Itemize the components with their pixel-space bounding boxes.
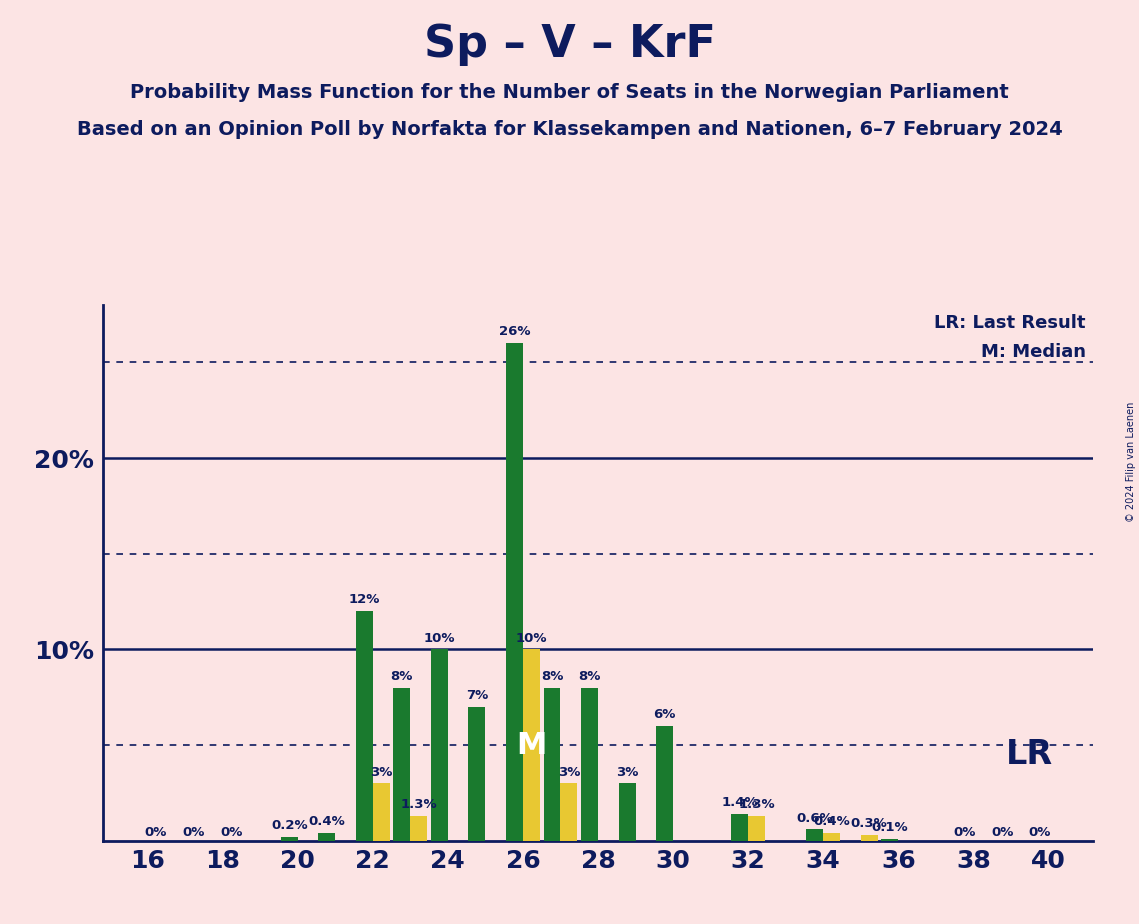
Bar	[656, 726, 673, 841]
Text: 0%: 0%	[220, 826, 243, 839]
Text: 0.2%: 0.2%	[271, 820, 308, 833]
Text: 0%: 0%	[1029, 826, 1051, 839]
Bar	[806, 830, 823, 841]
Text: 0%: 0%	[991, 826, 1014, 839]
Bar	[823, 833, 841, 841]
Bar	[393, 687, 410, 841]
Bar	[281, 837, 297, 841]
Text: M: Median: M: Median	[981, 343, 1085, 361]
Bar	[523, 650, 540, 841]
Text: 0.4%: 0.4%	[813, 815, 850, 829]
Text: 0%: 0%	[145, 826, 167, 839]
Text: 7%: 7%	[466, 689, 487, 702]
Text: 0%: 0%	[953, 826, 976, 839]
Bar	[468, 707, 485, 841]
Text: Sp – V – KrF: Sp – V – KrF	[424, 23, 715, 67]
Text: Probability Mass Function for the Number of Seats in the Norwegian Parliament: Probability Mass Function for the Number…	[130, 83, 1009, 103]
Text: 1.4%: 1.4%	[721, 796, 757, 809]
Bar	[618, 784, 636, 841]
Text: 0.1%: 0.1%	[871, 821, 908, 834]
Text: 1.3%: 1.3%	[738, 798, 775, 811]
Bar	[581, 687, 598, 841]
Text: 8%: 8%	[579, 670, 600, 683]
Bar	[372, 784, 390, 841]
Text: 6%: 6%	[654, 708, 675, 722]
Bar	[748, 816, 765, 841]
Text: 12%: 12%	[349, 593, 380, 606]
Text: LR: Last Result: LR: Last Result	[934, 314, 1085, 333]
Text: 3%: 3%	[558, 766, 580, 779]
Bar	[861, 835, 878, 841]
Bar	[882, 839, 899, 841]
Bar	[731, 814, 748, 841]
Bar	[543, 687, 560, 841]
Text: 0%: 0%	[182, 826, 205, 839]
Text: 10%: 10%	[516, 632, 547, 645]
Text: 3%: 3%	[616, 766, 638, 779]
Text: 26%: 26%	[499, 325, 531, 338]
Text: 8%: 8%	[541, 670, 563, 683]
Bar	[506, 343, 523, 841]
Text: M: M	[516, 731, 547, 760]
Bar	[431, 650, 448, 841]
Text: 10%: 10%	[424, 632, 456, 645]
Text: 1.3%: 1.3%	[401, 798, 437, 811]
Bar	[410, 816, 427, 841]
Text: Based on an Opinion Poll by Norfakta for Klassekampen and Nationen, 6–7 February: Based on an Opinion Poll by Norfakta for…	[76, 120, 1063, 140]
Text: 0.6%: 0.6%	[796, 811, 833, 824]
Bar	[318, 833, 335, 841]
Text: 3%: 3%	[370, 766, 393, 779]
Text: 0.4%: 0.4%	[309, 815, 345, 829]
Text: LR: LR	[1006, 738, 1054, 772]
Bar	[355, 611, 372, 841]
Text: 8%: 8%	[391, 670, 413, 683]
Bar	[560, 784, 577, 841]
Text: © 2024 Filip van Laenen: © 2024 Filip van Laenen	[1126, 402, 1136, 522]
Text: 0.3%: 0.3%	[851, 818, 887, 831]
